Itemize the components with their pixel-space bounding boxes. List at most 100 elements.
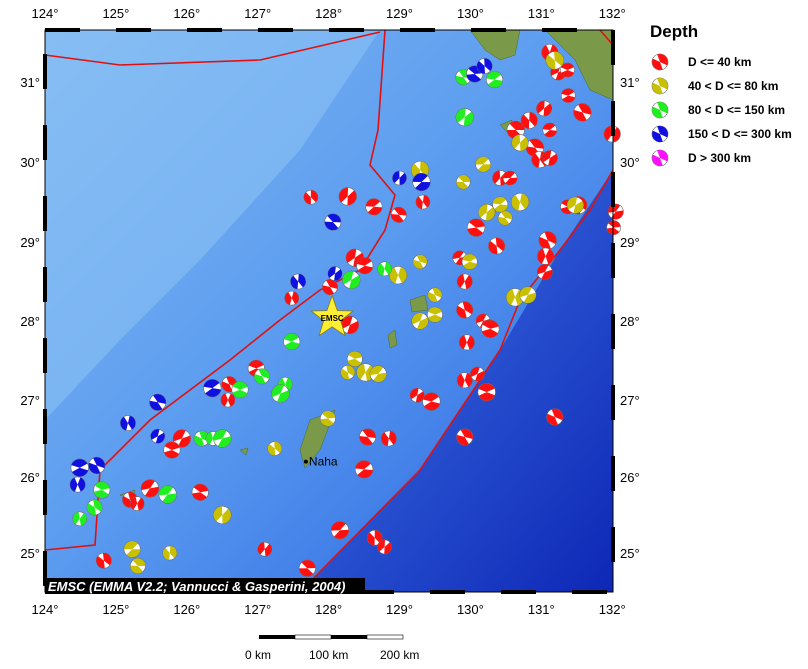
- focal-mechanism-beachball[interactable]: [380, 430, 397, 447]
- focal-mechanism-beachball[interactable]: [219, 391, 237, 409]
- focal-mechanism-beachball[interactable]: [123, 540, 141, 558]
- focal-mechanism-beachball[interactable]: [365, 198, 383, 216]
- focal-mechanism-beachball[interactable]: [127, 555, 148, 576]
- focal-mechanism-beachball[interactable]: [388, 204, 409, 225]
- focal-mechanism-beachball[interactable]: [408, 386, 427, 405]
- focal-mechanism-beachball[interactable]: [189, 481, 212, 504]
- focal-mechanism-beachball[interactable]: [335, 184, 360, 209]
- focal-mechanism-beachball[interactable]: [70, 509, 90, 529]
- focal-mechanism-beachball[interactable]: [570, 100, 594, 124]
- focal-mechanism-beachball[interactable]: [518, 285, 538, 305]
- focal-mechanism-beachball[interactable]: [355, 256, 374, 275]
- focal-mechanism-beachball[interactable]: [415, 194, 431, 210]
- focal-mechanism-beachball[interactable]: [476, 58, 493, 74]
- focal-mechanism-beachball[interactable]: [86, 498, 104, 516]
- focal-mechanism-beachball[interactable]: [455, 300, 475, 320]
- focal-mechanism-beachball[interactable]: [267, 441, 283, 456]
- focal-mechanism-beachball[interactable]: [410, 160, 430, 180]
- focal-mechanism-beachball[interactable]: [339, 364, 356, 381]
- focal-mechanism-beachball[interactable]: [290, 273, 307, 290]
- focal-mechanism-beachball[interactable]: [303, 189, 319, 205]
- focal-mechanism-beachball[interactable]: [317, 408, 338, 429]
- focal-mechanism-beachball[interactable]: [488, 237, 506, 255]
- focal-mechanism-beachball[interactable]: [128, 494, 147, 513]
- focal-mechanism-beachball[interactable]: [338, 313, 362, 337]
- focal-mechanism-beachball[interactable]: [453, 172, 473, 192]
- focal-mechanism-beachball[interactable]: [457, 332, 477, 352]
- focal-mechanism-beachball[interactable]: [542, 122, 558, 138]
- focal-mechanism-beachball[interactable]: [452, 105, 477, 130]
- focal-mechanism-beachball[interactable]: [202, 378, 222, 398]
- focal-mechanism-beachball[interactable]: [68, 475, 88, 495]
- focal-mechanism-beachball[interactable]: [211, 428, 233, 450]
- focal-mechanism-beachball[interactable]: [283, 289, 300, 306]
- focal-mechanism-beachball[interactable]: [485, 70, 504, 89]
- focal-mechanism-beachball[interactable]: [320, 277, 341, 298]
- focal-mechanism-beachball[interactable]: [545, 51, 564, 70]
- epicenter-marker[interactable]: EMSC: [310, 294, 355, 337]
- focal-mechanism-beachball[interactable]: [387, 264, 409, 286]
- focal-mechanism-beachball[interactable]: [426, 286, 444, 304]
- focal-mechanism-beachball[interactable]: [339, 268, 363, 292]
- focal-mechanism-beachball[interactable]: [366, 529, 383, 546]
- focal-mechanism-beachball[interactable]: [455, 371, 474, 390]
- focal-mechanism-beachball[interactable]: [90, 479, 113, 502]
- focal-mechanism-beachball[interactable]: [560, 87, 577, 104]
- focal-mechanism-beachball[interactable]: [140, 478, 161, 499]
- focal-mechanism-beachball[interactable]: [325, 264, 345, 284]
- focal-mechanism-beachball[interactable]: [508, 131, 531, 154]
- focal-mechanism-beachball[interactable]: [502, 170, 518, 186]
- focal-mechanism-beachball[interactable]: [411, 252, 430, 271]
- focal-mechanism-beachball[interactable]: [269, 382, 292, 405]
- focal-mechanism-beachball[interactable]: [454, 426, 476, 448]
- focal-mechanism-beachball[interactable]: [412, 172, 431, 192]
- focal-mechanism-beachball[interactable]: [564, 194, 587, 217]
- focal-mechanism-beachball[interactable]: [354, 460, 374, 479]
- focal-mechanism-beachball[interactable]: [421, 391, 442, 412]
- focal-mechanism-beachball[interactable]: [158, 485, 178, 505]
- focal-mechanism-beachball[interactable]: [535, 263, 554, 282]
- focal-mechanism-beachball[interactable]: [119, 414, 137, 432]
- focal-mechanism-beachball[interactable]: [255, 539, 275, 559]
- focal-mechanism-beachball[interactable]: [321, 210, 344, 233]
- focal-mechanism-beachball[interactable]: [356, 425, 379, 448]
- focal-mechanism-beachball[interactable]: [510, 192, 531, 213]
- focal-mechanism-beachball[interactable]: [390, 168, 410, 188]
- focal-mechanism-beachball[interactable]: [296, 557, 319, 580]
- focal-mechanism-beachball[interactable]: [252, 366, 272, 386]
- focal-mechanism-beachball[interactable]: [375, 537, 395, 557]
- focal-mechanism-beachball[interactable]: [544, 406, 565, 427]
- focal-mechanism-beachball[interactable]: [276, 375, 294, 393]
- focal-mechanism-beachball[interactable]: [604, 218, 624, 238]
- focal-mechanism-beachball[interactable]: [520, 111, 538, 129]
- focal-mechanism-beachball[interactable]: [344, 348, 365, 369]
- focal-mechanism-beachball[interactable]: [539, 147, 560, 168]
- focal-mechanism-beachball[interactable]: [369, 365, 388, 384]
- focal-mechanism-beachball[interactable]: [171, 427, 193, 449]
- focal-mechanism-beachball[interactable]: [146, 391, 169, 414]
- focal-mechanism-beachball[interactable]: [535, 245, 557, 267]
- focal-mechanism-beachball[interactable]: [460, 252, 479, 271]
- focal-mechanism-beachball[interactable]: [558, 61, 576, 79]
- focal-mechanism-beachball[interactable]: [282, 331, 302, 351]
- focal-mechanism-beachball[interactable]: [162, 545, 178, 561]
- focal-mechanism-beachball[interactable]: [475, 201, 498, 224]
- focal-mechanism-beachball[interactable]: [69, 457, 91, 479]
- focal-mechanism-beachball[interactable]: [376, 261, 393, 278]
- focal-mechanism-beachball[interactable]: [409, 310, 431, 332]
- focal-mechanism-beachball[interactable]: [330, 521, 350, 540]
- focal-mechanism-beachball[interactable]: [229, 379, 251, 401]
- focal-mechanism-beachball[interactable]: [478, 317, 502, 341]
- focal-mechanism-beachball[interactable]: [95, 552, 112, 569]
- focal-mechanism-beachball[interactable]: [536, 229, 559, 252]
- focal-mechanism-beachball[interactable]: [492, 196, 509, 213]
- focal-mechanism-beachball[interactable]: [475, 156, 492, 173]
- focal-mechanism-beachball[interactable]: [495, 208, 515, 228]
- focal-mechanism-beachball[interactable]: [210, 503, 235, 528]
- focal-mechanism-beachball[interactable]: [148, 427, 167, 446]
- focal-mechanism-beachball[interactable]: [475, 381, 498, 404]
- focal-mechanism-beachball[interactable]: [86, 454, 108, 476]
- focal-mechanism-beachball[interactable]: [161, 439, 183, 461]
- focal-mechanism-beachball[interactable]: [533, 98, 554, 119]
- focal-mechanism-beachball[interactable]: [464, 215, 489, 240]
